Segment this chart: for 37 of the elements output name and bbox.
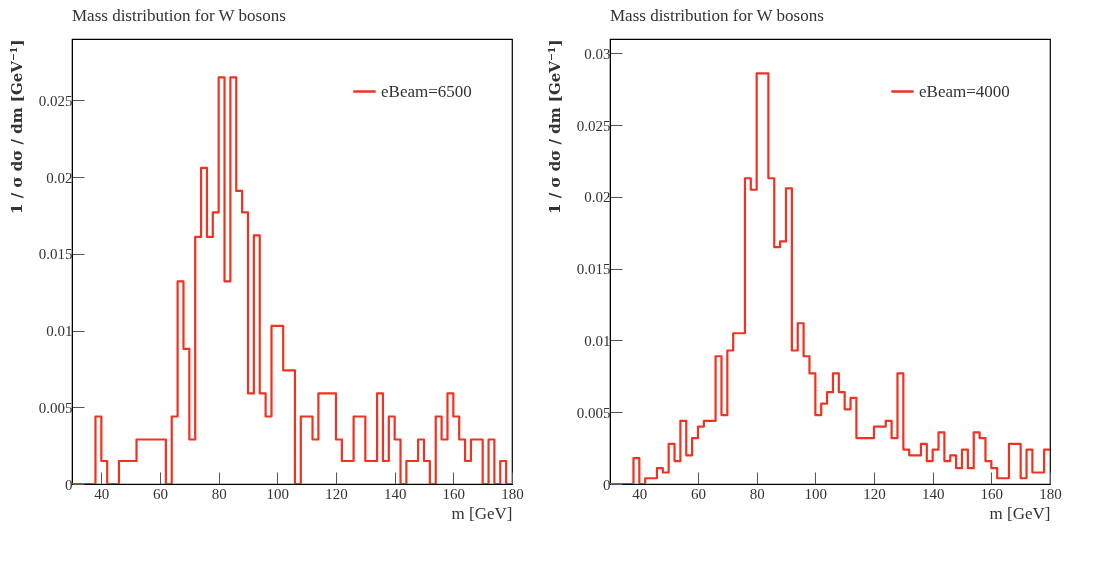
y-tick-label: 0.005 [576,404,611,421]
x-tick-label: 60 [153,485,168,502]
chart-title: Mass distribution for W bosons [72,6,286,25]
x-tick-label: 140 [383,485,407,502]
x-tick-label: 60 [691,485,706,502]
y-tick-label: 0.025 [38,92,73,109]
x-tick-label: 100 [266,485,290,502]
x-tick-label: 40 [632,485,648,502]
y-tick-label: 0.015 [38,246,73,263]
x-tick-label: 180 [501,485,524,502]
y-axis-title: 1 / σ dσ / dm [GeV⁻¹] [7,39,26,214]
y-tick-label: 0 [65,476,73,493]
y-tick-label: 0.025 [576,117,611,134]
y-tick-label: 0.01 [584,332,611,349]
y-tick-label: 0.01 [46,323,73,340]
y-tick-label: 0.015 [576,261,611,278]
x-tick-label: 80 [749,485,765,502]
x-tick-label: 180 [1039,485,1062,502]
y-axis-title: 1 / σ dσ / dm [GeV⁻¹] [545,39,564,214]
y-tick-label: 0 [603,476,611,493]
x-tick-label: 120 [863,485,886,502]
x-tick-label: 160 [980,485,1004,502]
x-axis-title: m [GeV] [989,503,1051,523]
y-tick-label: 0.03 [584,45,611,62]
y-tick-label: 0.02 [46,169,73,186]
x-tick-label: 100 [804,485,828,502]
legend-label: eBeam=6500 [381,81,472,101]
y-tick-label: 0.02 [584,189,611,206]
chart-title: Mass distribution for W bosons [610,6,824,25]
y-tick-label: 0.005 [38,399,73,416]
x-axis-title: m [GeV] [451,503,513,523]
legend-label: eBeam=4000 [919,81,1010,101]
x-tick-label: 120 [325,485,348,502]
x-tick-label: 80 [211,485,227,502]
x-tick-label: 40 [94,485,110,502]
x-tick-label: 140 [921,485,945,502]
x-tick-label: 160 [442,485,466,502]
